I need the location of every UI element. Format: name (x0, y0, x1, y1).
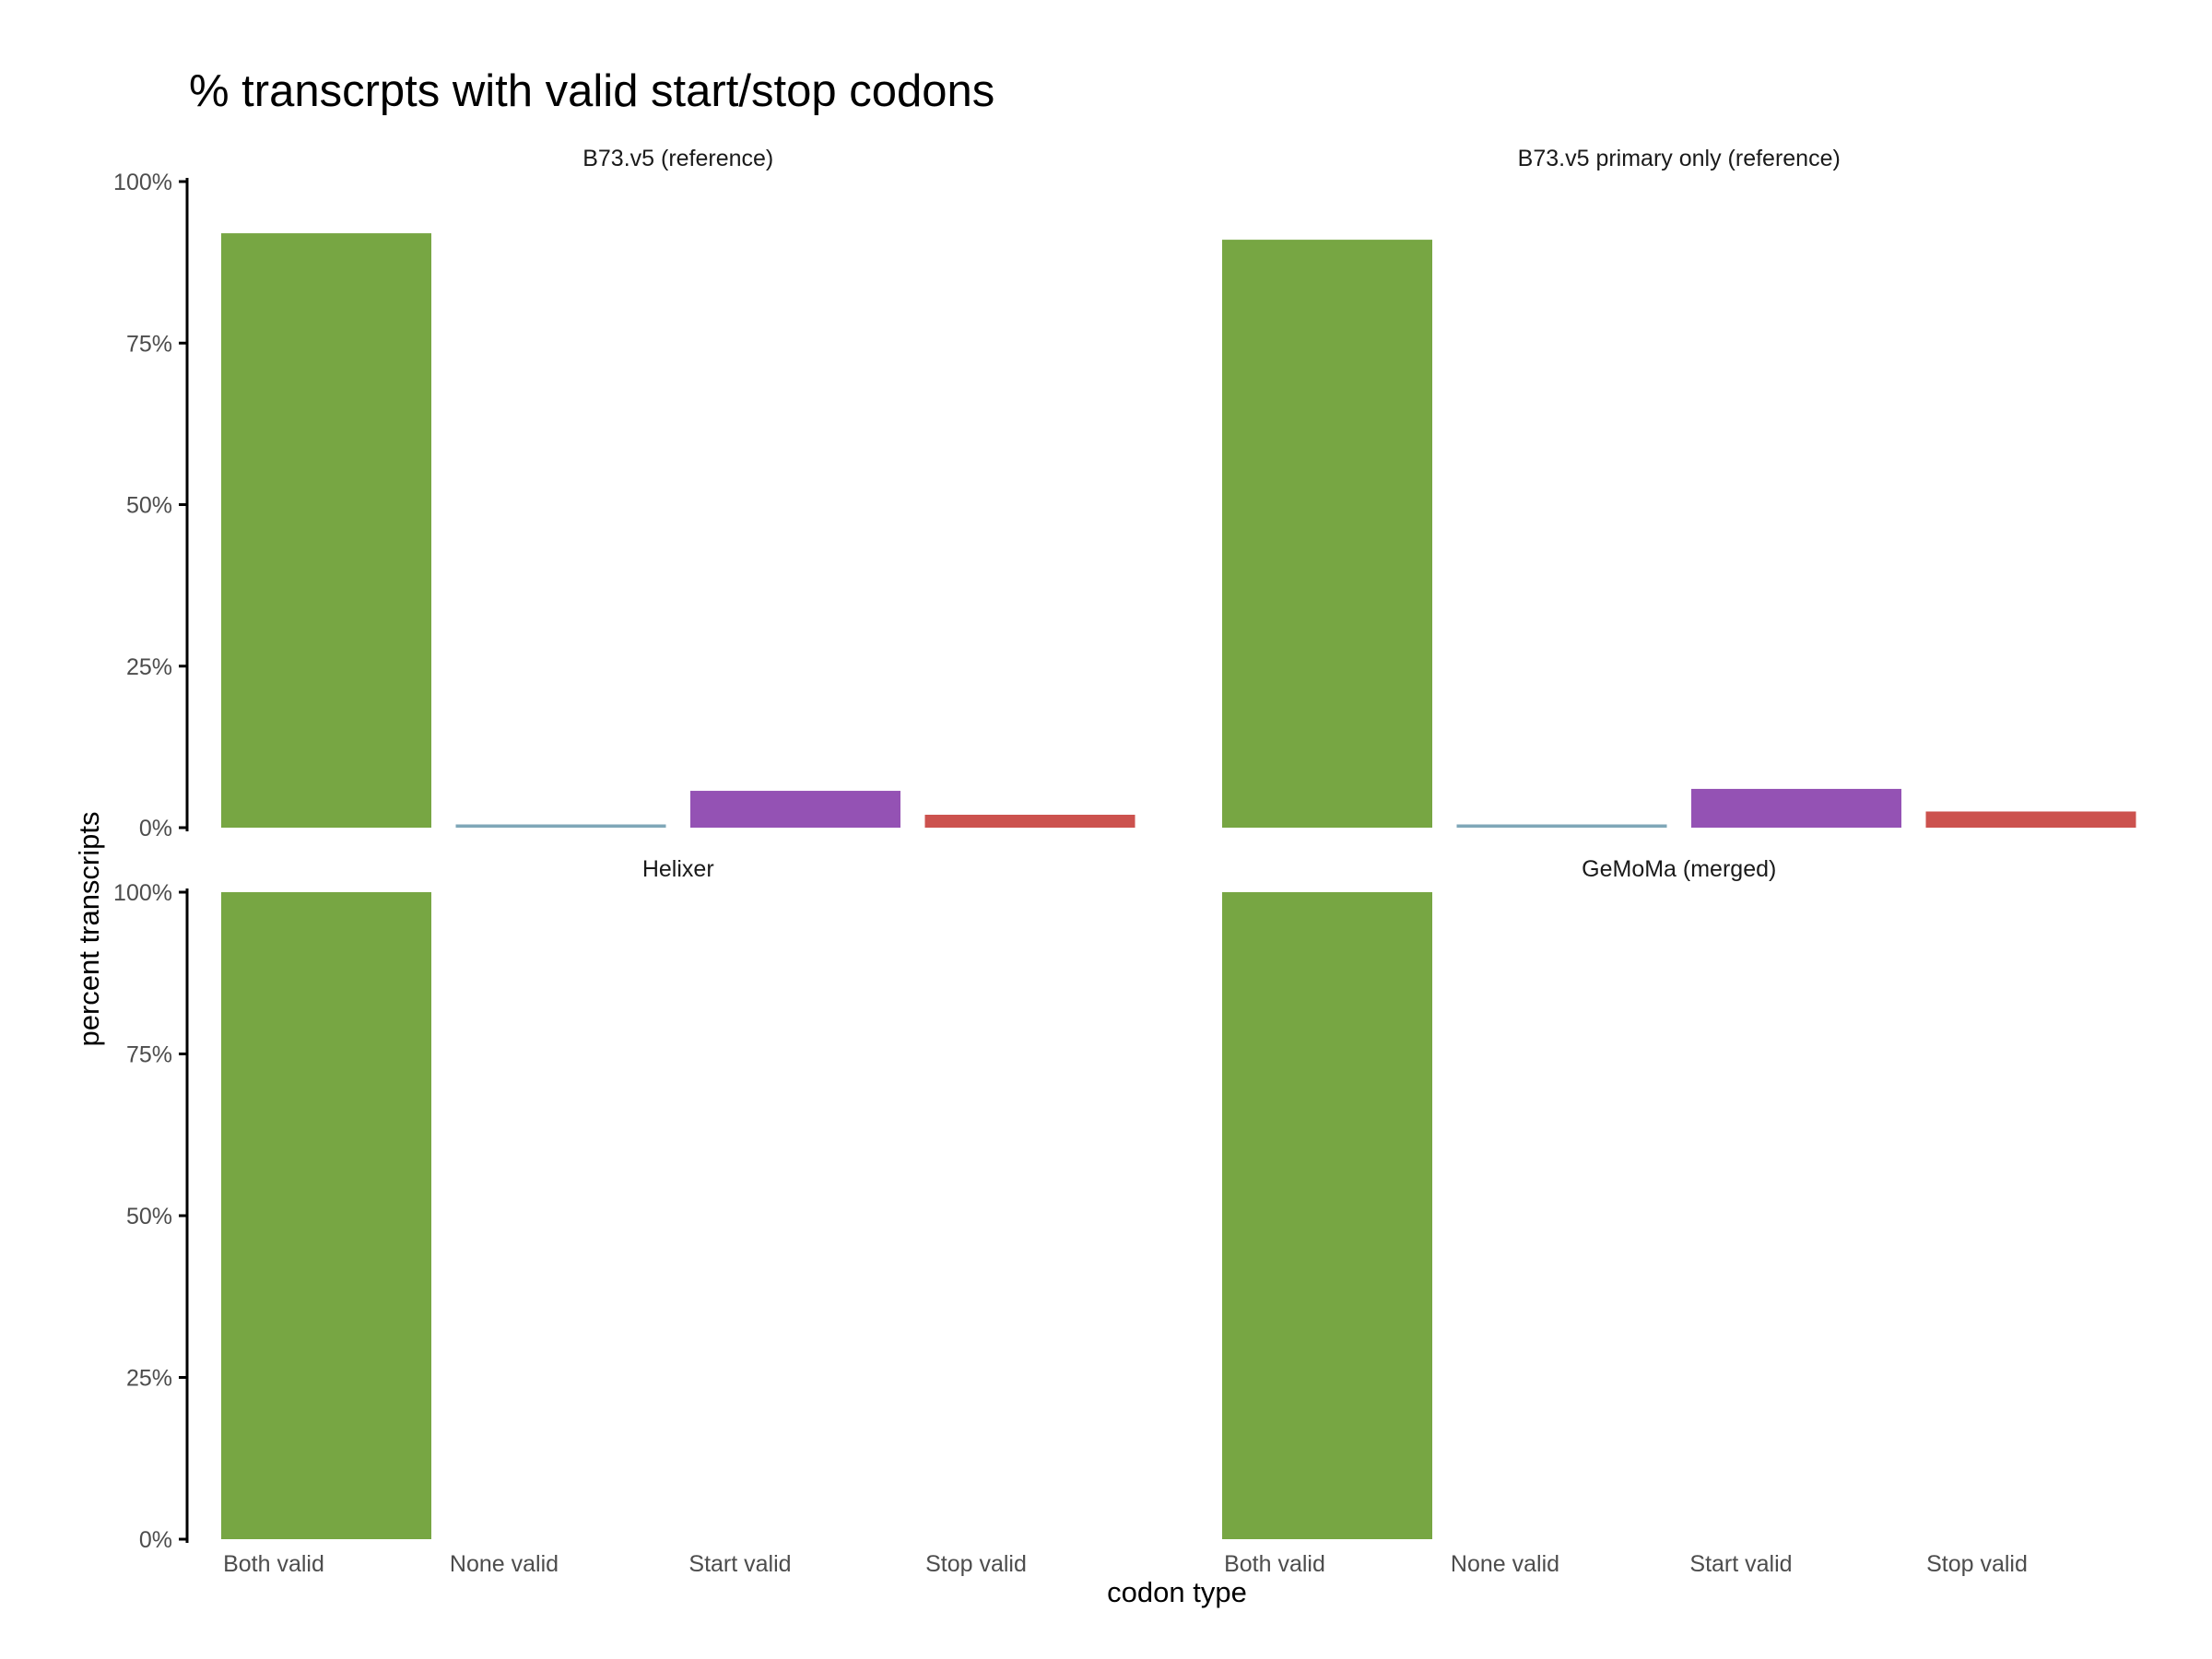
bar (221, 233, 431, 828)
facet-panel: GeMoMa (merged) Both valid None valid Start… (1222, 856, 2028, 1577)
bar (924, 814, 1135, 828)
y-tick-label: 100% (113, 880, 172, 906)
x-tick-label: None valid (450, 1551, 559, 1577)
x-tick-label: Both valid (1224, 1551, 1325, 1577)
x-tick-label: Both valid (223, 1551, 324, 1577)
y-axis-title: percent transcripts (73, 812, 105, 1047)
chart-title: % transcrpts with valid start/stop codon… (189, 66, 994, 116)
bar (1222, 240, 1432, 829)
y-tick-label: 0% (139, 816, 172, 841)
facet-strip-label: Helixer (642, 856, 714, 882)
facet-panel: Helixer 0% 25% 50% 75% 100% Both valid None val… (113, 856, 1027, 1577)
y-tick-label: 25% (126, 1366, 172, 1392)
facet-strip-label: B73.v5 (reference) (582, 146, 773, 171)
facet-strip-label: GeMoMa (merged) (1582, 856, 1776, 882)
bar (1925, 811, 2136, 828)
y-tick-label: 50% (126, 493, 172, 519)
x-tick-label: None valid (1451, 1551, 1559, 1577)
bar (221, 892, 431, 1539)
bar (1456, 824, 1667, 828)
facet-panel: B73.v5 primary only (reference) (1222, 146, 2136, 829)
bar (690, 791, 900, 828)
y-tick-label: 100% (113, 170, 172, 195)
facet-panels: B73.v5 (reference)0%25%50%75%100%B73.v5 … (113, 146, 2136, 1577)
bar (1222, 892, 1432, 1539)
y-tick-label: 25% (126, 654, 172, 680)
facet-strip-label: B73.v5 primary only (reference) (1518, 146, 1841, 171)
x-axis-title: codon type (1107, 1576, 1247, 1608)
x-tick-label: Start valid (1689, 1551, 1792, 1577)
bar (455, 824, 666, 828)
y-tick-label: 75% (126, 331, 172, 357)
x-tick-label: Stop valid (1926, 1551, 2028, 1577)
y-tick-label: 0% (139, 1527, 172, 1553)
bar (1691, 788, 1901, 828)
x-tick-label: Start valid (688, 1551, 791, 1577)
y-tick-label: 50% (126, 1204, 172, 1230)
facet-panel: B73.v5 (reference) 0% 25% 50% 75% 100% (113, 146, 1135, 841)
x-tick-label: Stop valid (925, 1551, 1027, 1577)
y-tick-label: 75% (126, 1042, 172, 1068)
